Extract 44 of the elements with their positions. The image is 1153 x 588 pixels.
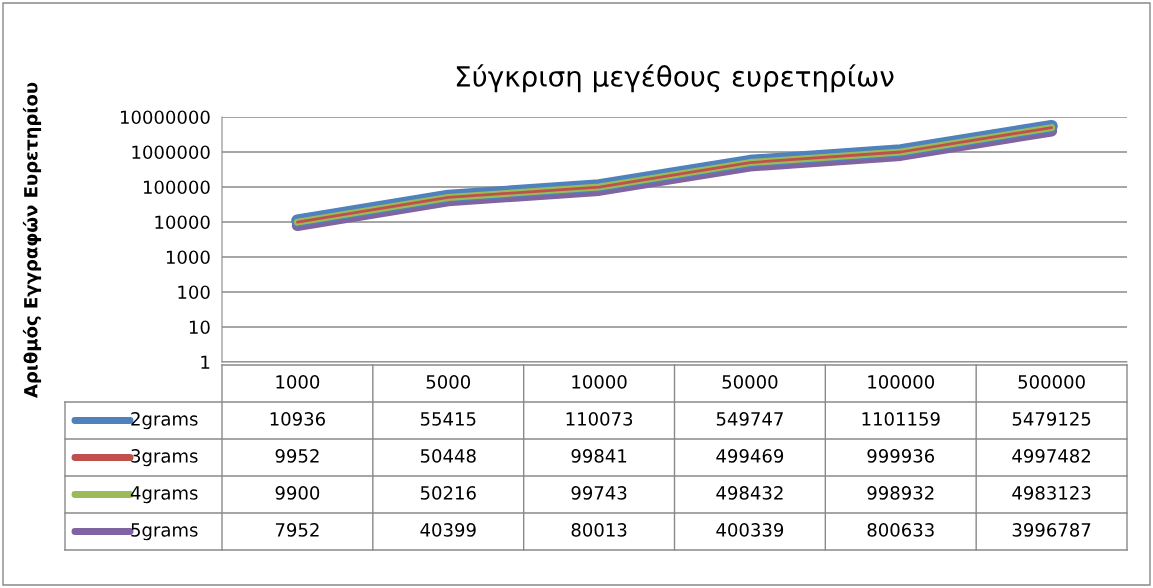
y-tick-label: 100 [178,285,210,300]
data-label: 3996787 [1012,523,1091,537]
data-label: 110073 [566,412,633,426]
x-tick-label: 50000 [722,375,778,389]
data-label: 5479125 [1012,412,1091,426]
data-label: 999936 [867,449,935,463]
data-label: 499469 [716,449,784,463]
data-label: 4997482 [1012,449,1090,463]
data-label: 498432 [716,486,783,500]
data-label: 50448 [420,449,476,463]
data-label: 1101159 [862,412,940,426]
y-tick-label: 1000 [166,250,210,265]
y-axis-title: Αριθμός Εγγραφών Ευρετηρίου [22,82,42,398]
legend-label: 3grams [131,449,198,467]
y-tick-label: 10000000 [120,110,210,125]
legend-label: 2grams [131,412,198,430]
data-label: 40399 [420,523,476,537]
x-tick-label: 10000 [572,375,627,389]
data-label: 10936 [270,412,325,426]
data-label: 99743 [571,486,627,500]
data-label: 400339 [716,523,784,537]
data-label: 7952 [275,523,319,537]
data-label: 800633 [867,523,934,537]
data-label: 9952 [275,449,319,463]
y-tick-label: 1000000 [132,145,210,160]
data-label: 50216 [420,486,476,500]
x-tick-label: 100000 [868,375,935,389]
y-tick-label: 100000 [143,180,210,195]
x-tick-label: 500000 [1018,375,1085,389]
legend-label: 5grams [131,523,198,541]
data-label: 549747 [716,412,783,426]
data-label: 9900 [275,486,320,500]
data-label: 80013 [571,523,627,537]
x-tick-label: 5000 [426,375,471,389]
data-label: 55415 [420,412,476,426]
x-tick-label: 1000 [276,375,320,389]
y-tick-label: 10000 [155,215,210,230]
y-tick-label: 10 [189,320,210,335]
legend-label: 4grams [130,486,198,504]
chart-title: Σύγκριση μεγέθους ευρετηρίων [456,64,894,93]
data-label: 4983123 [1012,486,1091,500]
y-tick-label: 1 [201,355,210,369]
data-label: 99841 [571,449,627,463]
data-label: 998932 [867,486,934,500]
